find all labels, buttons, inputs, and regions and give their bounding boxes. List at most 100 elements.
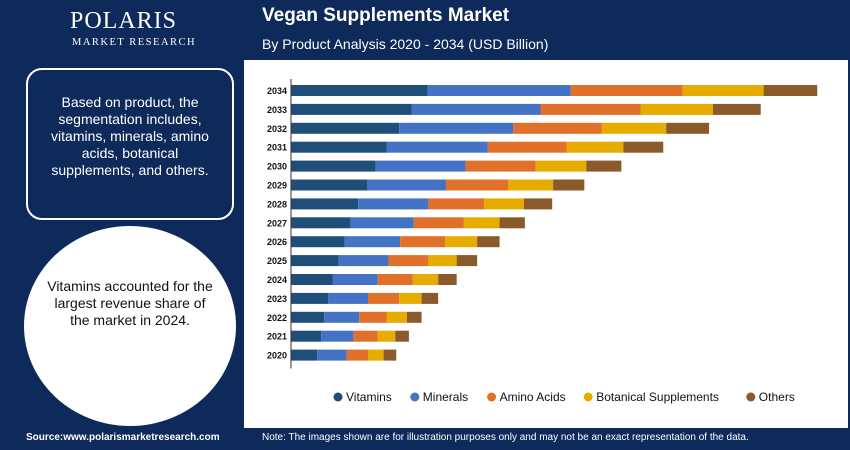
bar-2025-botanical-supplements bbox=[428, 255, 457, 267]
category-label-2030: 2030 bbox=[267, 162, 287, 172]
bar-2020-botanical-supplements bbox=[367, 349, 384, 361]
legend-swatch-others bbox=[746, 392, 756, 402]
bar-2030-vitamins bbox=[291, 160, 376, 172]
bar-2020-vitamins bbox=[291, 349, 318, 361]
bar-2020-amino-acids bbox=[346, 349, 368, 361]
bar-2025-amino-acids bbox=[388, 255, 429, 267]
legend-label-botanical-supplements: Botanical Supplements bbox=[596, 390, 719, 404]
legend-swatch-vitamins bbox=[333, 392, 343, 402]
source-text: Source:www.polarismarketresearch.com bbox=[26, 432, 220, 443]
category-label-2027: 2027 bbox=[267, 218, 287, 228]
bar-2032-vitamins bbox=[291, 122, 400, 134]
bar-2023-minerals bbox=[328, 292, 368, 304]
bar-2033-amino-acids bbox=[540, 103, 641, 115]
category-label-2023: 2023 bbox=[267, 294, 287, 304]
chart-subtitle: By Product Analysis 2020 - 2034 (USD Bil… bbox=[262, 36, 549, 52]
bar-2034-botanical-supplements bbox=[682, 85, 764, 96]
bar-2031-minerals bbox=[386, 141, 488, 153]
bar-2033-vitamins bbox=[291, 103, 412, 115]
bar-2025-vitamins bbox=[291, 255, 339, 267]
bar-2024-vitamins bbox=[291, 274, 333, 285]
bar-2022-vitamins bbox=[291, 311, 325, 323]
bar-2022-minerals bbox=[324, 311, 360, 323]
header: POLARIS MARKET RESEARCH Vegan Supplement… bbox=[0, 0, 850, 60]
category-label-2034: 2034 bbox=[267, 86, 287, 96]
bar-2033-minerals bbox=[411, 103, 541, 115]
bar-2026-amino-acids bbox=[400, 236, 445, 248]
bar-2030-amino-acids bbox=[465, 160, 536, 172]
bar-2029-botanical-supplements bbox=[508, 179, 554, 191]
legend-label-minerals: Minerals bbox=[423, 390, 468, 404]
bar-2021-amino-acids bbox=[353, 330, 378, 342]
bar-2022-botanical-supplements bbox=[386, 311, 407, 323]
bar-2020-minerals bbox=[317, 349, 347, 361]
bar-2021-others bbox=[395, 330, 409, 342]
category-label-2032: 2032 bbox=[267, 124, 287, 134]
bar-2028-others bbox=[523, 198, 553, 210]
legend-label-others: Others bbox=[759, 390, 795, 404]
bar-2022-amino-acids bbox=[359, 311, 387, 323]
category-label-2024: 2024 bbox=[267, 275, 287, 285]
bar-2021-botanical-supplements bbox=[377, 330, 396, 342]
category-label-2020: 2020 bbox=[267, 351, 287, 361]
bar-2031-vitamins bbox=[291, 141, 387, 153]
bar-2024-amino-acids bbox=[377, 274, 413, 285]
category-label-2029: 2029 bbox=[267, 181, 287, 191]
bar-2021-minerals bbox=[321, 330, 354, 342]
bar-2024-botanical-supplements bbox=[412, 274, 439, 285]
bar-2030-botanical-supplements bbox=[535, 160, 587, 172]
bar-2027-minerals bbox=[350, 217, 414, 229]
bar-2032-amino-acids bbox=[513, 122, 602, 134]
bar-2031-others bbox=[623, 141, 664, 153]
bar-2022-others bbox=[406, 311, 422, 323]
category-label-2021: 2021 bbox=[267, 332, 287, 342]
category-label-2026: 2026 bbox=[267, 237, 287, 247]
legend-swatch-amino-acids bbox=[487, 392, 497, 402]
bar-2023-amino-acids bbox=[367, 292, 400, 304]
bar-2021-vitamins bbox=[291, 330, 322, 342]
bar-2030-minerals bbox=[375, 160, 466, 172]
bar-2028-botanical-supplements bbox=[483, 198, 524, 210]
bar-2026-botanical-supplements bbox=[444, 236, 478, 248]
category-label-2028: 2028 bbox=[267, 199, 287, 209]
bar-2027-others bbox=[499, 217, 525, 229]
category-label-2022: 2022 bbox=[267, 313, 287, 323]
bar-2033-others bbox=[712, 103, 761, 115]
category-label-2033: 2033 bbox=[267, 105, 287, 115]
bar-2028-vitamins bbox=[291, 198, 359, 210]
stacked-bar-chart: 2034 2033 2032 2031 2030 2029 2028 2027 2026 2025… bbox=[267, 79, 818, 404]
chart-title: Vegan Supplements Market bbox=[262, 5, 510, 26]
bar-2028-amino-acids bbox=[428, 198, 484, 210]
legend-swatch-botanical-supplements bbox=[583, 392, 593, 402]
bar-2027-amino-acids bbox=[413, 217, 464, 229]
bar-2029-others bbox=[553, 179, 585, 191]
bar-2032-botanical-supplements bbox=[601, 122, 667, 134]
bar-2031-botanical-supplements bbox=[566, 141, 624, 153]
bar-2030-others bbox=[586, 160, 622, 172]
bar-2025-others bbox=[456, 255, 478, 267]
bar-2026-others bbox=[477, 236, 500, 248]
bar-2027-botanical-supplements bbox=[463, 217, 500, 229]
bar-2033-botanical-supplements bbox=[640, 103, 713, 115]
bar-2024-minerals bbox=[332, 274, 378, 285]
legend-label-vitamins: Vitamins bbox=[346, 390, 392, 404]
legend-label-amino-acids: Amino Acids bbox=[500, 390, 566, 404]
category-label-2025: 2025 bbox=[267, 256, 287, 266]
bar-2024-others bbox=[438, 274, 457, 285]
bar-2034-others bbox=[763, 85, 818, 96]
disclaimer-note: Note: The images shown are for illustrat… bbox=[262, 432, 749, 443]
logo-name: POLARIS bbox=[70, 8, 178, 34]
bar-2026-vitamins bbox=[291, 236, 345, 248]
bar-2026-minerals bbox=[344, 236, 401, 248]
segmentation-card: Based on product, the segmentation inclu… bbox=[26, 68, 234, 220]
legend-swatch-minerals bbox=[410, 392, 420, 402]
bar-2034-amino-acids bbox=[570, 85, 683, 96]
bar-2034-vitamins bbox=[291, 85, 428, 96]
bar-2027-vitamins bbox=[291, 217, 351, 229]
bar-2023-others bbox=[421, 292, 439, 304]
bar-2023-botanical-supplements bbox=[399, 292, 422, 304]
bar-2029-minerals bbox=[367, 179, 446, 191]
bar-2032-minerals bbox=[399, 122, 514, 134]
bar-2034-minerals bbox=[427, 85, 571, 96]
bar-2025-minerals bbox=[338, 255, 389, 267]
